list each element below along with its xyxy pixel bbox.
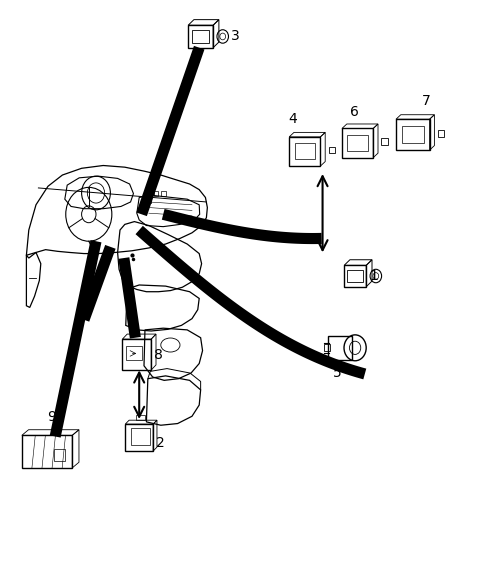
Bar [324, 344, 330, 351]
Bar [136, 415, 144, 420]
Bar [342, 128, 373, 158]
Bar [402, 126, 424, 143]
Bar [146, 191, 151, 196]
Text: 2: 2 [156, 436, 165, 450]
Text: 4: 4 [288, 112, 297, 126]
Bar [348, 270, 363, 282]
Text: 6: 6 [350, 105, 359, 119]
Bar [382, 138, 388, 145]
Bar [125, 424, 153, 451]
Bar [328, 336, 352, 360]
Bar [192, 30, 209, 43]
Bar [161, 191, 166, 196]
Bar [131, 427, 150, 445]
Bar [22, 435, 72, 468]
Text: 8: 8 [154, 348, 162, 361]
Bar [328, 146, 335, 153]
Text: 1: 1 [370, 269, 378, 283]
Bar [154, 191, 158, 196]
Text: 7: 7 [421, 94, 430, 108]
Bar [396, 119, 430, 150]
Bar [122, 339, 151, 370]
Bar [344, 265, 366, 287]
Bar [295, 144, 315, 159]
Bar [438, 130, 444, 137]
Text: 3: 3 [231, 30, 240, 43]
Bar [54, 449, 65, 461]
Bar [188, 25, 213, 48]
Bar [289, 137, 321, 166]
Text: 5: 5 [333, 366, 342, 380]
Text: 9: 9 [47, 411, 56, 424]
Bar [348, 135, 368, 151]
Bar [146, 198, 151, 203]
Bar [126, 347, 142, 360]
